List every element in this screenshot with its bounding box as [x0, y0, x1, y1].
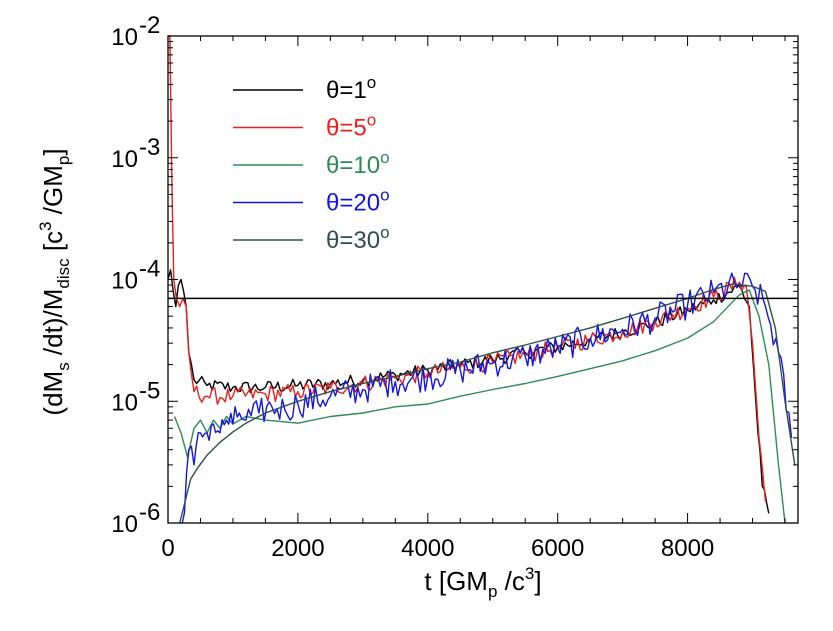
- series-line-3: [173, 289, 786, 524]
- y-tick-label: 10: [111, 511, 138, 538]
- legend-label: θ=10o: [326, 148, 390, 179]
- series-line-5: [179, 283, 796, 524]
- x-tick-label: 6000: [531, 535, 584, 562]
- x-tick-label: 0: [161, 535, 174, 562]
- y-tick-label: 10: [111, 24, 138, 51]
- x-tick-label: 8000: [661, 535, 714, 562]
- series-layer: [167, 35, 796, 524]
- series-line-1: [167, 269, 770, 514]
- y-tick-exponent: -3: [139, 134, 160, 161]
- y-tick-exponent: -5: [139, 377, 160, 404]
- x-tick-label: 4000: [401, 535, 454, 562]
- y-tick-exponent: -4: [139, 256, 160, 283]
- series-line-4: [181, 272, 793, 524]
- plot-frame: [167, 35, 799, 524]
- legend-label: θ=20o: [326, 186, 390, 217]
- series-line-2: [168, 35, 767, 502]
- x-tick-label: 2000: [271, 535, 324, 562]
- legend-label: θ=1o: [326, 73, 376, 104]
- legend-label: θ=5o: [326, 111, 376, 142]
- y-axis-label: (dMs /dt)/Mdisc [c3 /GMp]: [36, 148, 73, 415]
- y-tick-exponent: -6: [139, 499, 160, 526]
- y-tick-label: 10: [111, 389, 138, 416]
- x-axis-label: t [GMp /c3]: [424, 564, 541, 601]
- legend: θ=1o θ=5o θ=10o θ=20o θ=30o: [233, 73, 390, 254]
- legend-label: θ=30o: [326, 223, 390, 254]
- y-tick-label: 10: [111, 268, 138, 295]
- y-tick-exponent: -2: [139, 12, 160, 39]
- y-tick-label: 10: [111, 146, 138, 173]
